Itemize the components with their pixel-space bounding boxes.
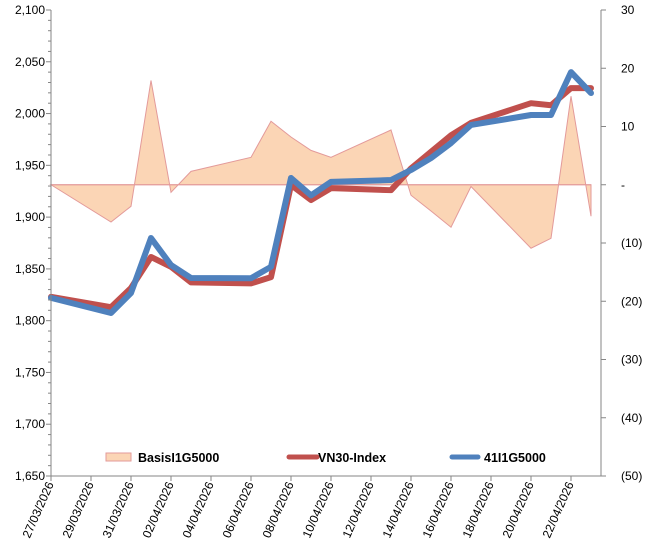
x-tick-label: 02/04/2026 [140,479,177,540]
x-tick-label: 04/04/2026 [180,479,217,540]
right-tick-label: 30 [621,3,635,17]
x-tick-label: 29/03/2026 [60,479,97,540]
left-tick-label: 2,100 [15,3,45,17]
left-tick-label: 2,050 [15,55,45,69]
legend: BasisI1G5000 VN30-Index 41I1G5000 [106,451,546,465]
left-tick-label: 1,750 [15,365,45,379]
legend-label-futures: 41I1G5000 [484,451,546,465]
x-tick-label: 31/03/2026 [100,479,137,540]
x-tick-label: 22/04/2026 [540,479,577,540]
left-tick-label: 1,900 [15,210,45,224]
left-tick-label: 2,000 [15,107,45,121]
right-tick-label: (30) [621,353,642,367]
legend-swatch-basis [106,453,131,461]
left-tick-label: 1,700 [15,417,45,431]
x-tick-label: 16/04/2026 [420,479,457,540]
left-tick-label: 1,950 [15,158,45,172]
legend-label-vn30: VN30-Index [318,451,386,465]
x-tick-label: 10/04/2026 [300,479,337,540]
x-tick-label: 06/04/2026 [220,479,257,540]
right-tick-label: (20) [621,294,642,308]
basis-area [51,80,591,248]
x-tick-label: 14/04/2026 [380,479,417,540]
x-tick-label: 27/03/2026 [20,479,57,540]
right-tick-label: (50) [621,469,642,483]
left-tick-label: 1,850 [15,262,45,276]
left-tick-label: 1,650 [15,469,45,483]
right-tick-label: 20 [621,61,635,75]
basis-area-layer [51,80,591,248]
right-tick-label: - [621,178,625,192]
right-tick-label: (10) [621,236,642,250]
x-tick-label: 18/04/2026 [460,479,497,540]
left-tick-label: 1,800 [15,314,45,328]
right-tick-label: (40) [621,411,642,425]
right-tick-label: 10 [621,120,635,134]
x-tick-label: 20/04/2026 [500,479,537,540]
x-tick-label: 08/04/2026 [260,479,297,540]
legend-label-basis: BasisI1G5000 [138,451,219,465]
x-tick-label: 12/04/2026 [340,479,377,540]
